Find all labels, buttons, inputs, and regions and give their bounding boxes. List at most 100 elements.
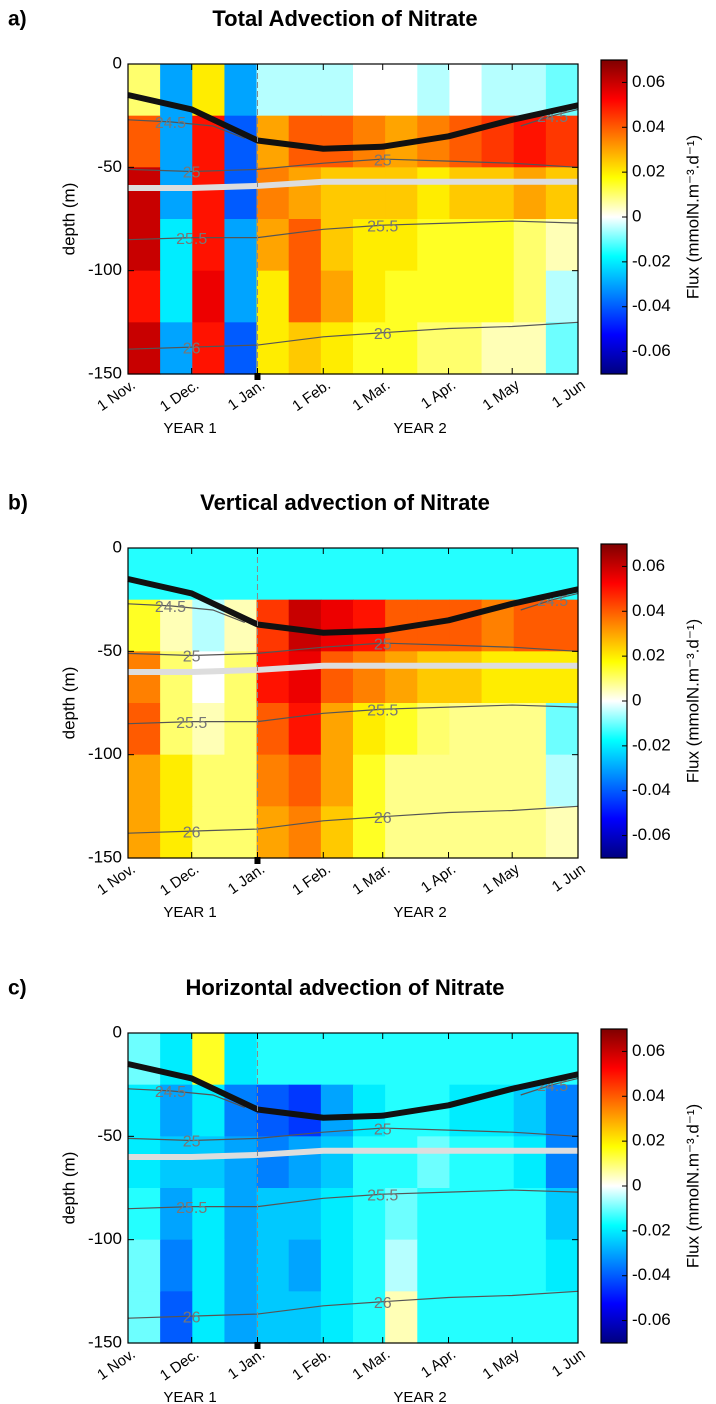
contour-label: 25 xyxy=(183,1134,201,1151)
flux-cell xyxy=(481,806,515,859)
flux-cell xyxy=(353,548,386,601)
flux-cell xyxy=(320,322,354,375)
flux-cell xyxy=(256,1239,290,1292)
flux-cell xyxy=(417,548,451,601)
colorbar-tick-label: -0.02 xyxy=(632,735,671,754)
flux-cell xyxy=(513,703,547,756)
layer-depth-line xyxy=(128,662,578,675)
flux-cell xyxy=(417,703,451,756)
colorbar-tick-label: 0.06 xyxy=(632,1041,665,1060)
flux-cell xyxy=(256,270,290,323)
flux-cell xyxy=(320,219,354,272)
flux-cell xyxy=(417,806,451,859)
flux-cell xyxy=(192,64,226,117)
flux-cell xyxy=(128,1033,161,1086)
flux-cell xyxy=(128,1188,161,1241)
flux-cell xyxy=(353,754,386,807)
flux-cell xyxy=(513,651,547,704)
flux-cell xyxy=(224,1291,258,1344)
flux-cell xyxy=(256,167,290,220)
flux-cell xyxy=(224,1136,258,1189)
colorbar-label: Flux (mmolN.m⁻³.d⁻¹) xyxy=(683,135,702,299)
flux-cell xyxy=(385,167,418,220)
flux-cell xyxy=(385,651,418,704)
flux-cell xyxy=(320,167,354,220)
x-tick-label: 1 Apr. xyxy=(418,377,459,413)
flux-cell xyxy=(256,64,290,117)
flux-cell xyxy=(288,1291,322,1344)
flux-cell xyxy=(449,64,483,117)
flux-cell xyxy=(481,1188,515,1241)
flux-cell xyxy=(449,1188,483,1241)
year-label: YEAR 2 xyxy=(393,1389,446,1404)
flux-cell xyxy=(288,548,322,601)
flux-cell xyxy=(224,1239,258,1292)
flux-cell xyxy=(224,1188,258,1241)
panel-label: c) xyxy=(8,977,27,1000)
flux-cell xyxy=(224,64,258,117)
flux-cell xyxy=(385,754,418,807)
flux-cell xyxy=(224,1033,258,1086)
flux-cell xyxy=(481,219,515,272)
flux-cell xyxy=(545,703,579,756)
chart-title: Vertical advection of Nitrate xyxy=(200,490,490,515)
layer-depth-line xyxy=(127,1061,579,1121)
contour-label: 26 xyxy=(183,824,201,841)
colorbar-tick-label: 0 xyxy=(632,1175,641,1194)
flux-cell xyxy=(224,322,258,375)
flux-cell xyxy=(320,806,354,859)
flux-cell xyxy=(288,1136,322,1189)
flux-cell xyxy=(256,548,290,601)
flux-cell xyxy=(353,806,386,859)
flux-cell xyxy=(513,270,547,323)
flux-cell xyxy=(449,548,483,601)
colorbar-label: Flux (mmolN.m⁻³.d⁻¹) xyxy=(683,619,702,783)
flux-cell xyxy=(449,1136,483,1189)
contour-label: 26 xyxy=(374,326,392,343)
flux-cell xyxy=(353,322,386,375)
density-contour xyxy=(127,704,579,725)
flux-cell xyxy=(545,322,579,375)
y-axis-label: depth (m) xyxy=(59,183,78,256)
density-contour xyxy=(127,321,579,350)
flux-cell xyxy=(481,167,515,220)
year-label: YEAR 2 xyxy=(393,420,446,437)
colorbar-tick-label: 0.02 xyxy=(632,646,665,665)
flux-cell xyxy=(545,1084,579,1137)
flux-cell xyxy=(481,651,515,704)
layer-depth-line xyxy=(127,92,579,152)
contour-label: 25 xyxy=(374,1121,392,1138)
x-tick-label: 1 Mar. xyxy=(349,861,393,899)
year-divider-marker xyxy=(254,373,261,380)
flux-cell xyxy=(288,219,322,272)
flux-cell xyxy=(449,322,483,375)
flux-cell xyxy=(224,806,258,859)
flux-cell xyxy=(353,270,386,323)
flux-cell xyxy=(320,1033,354,1086)
flux-cell xyxy=(160,115,193,168)
flux-cell xyxy=(288,651,322,704)
contour-label: 25 xyxy=(374,152,392,169)
flux-cell xyxy=(513,1033,547,1086)
flux-cell xyxy=(513,1188,547,1241)
flux-cell xyxy=(513,115,547,168)
contour-label: 24.5 xyxy=(155,599,186,616)
x-tick-label: 1 Feb. xyxy=(289,377,334,415)
flux-cell xyxy=(192,1239,226,1292)
density-contour xyxy=(127,1290,579,1319)
plot-frame xyxy=(127,1032,579,1344)
flux-cell xyxy=(288,64,322,117)
plot-frame xyxy=(127,547,579,859)
flux-cell xyxy=(449,1239,483,1292)
flux-cell xyxy=(288,322,322,375)
flux-cell xyxy=(417,651,451,704)
panel-label: b) xyxy=(8,492,28,515)
flux-cell xyxy=(192,167,226,220)
colorbar-tick-label: -0.04 xyxy=(632,1265,671,1284)
flux-cell xyxy=(320,64,354,117)
flux-cell xyxy=(192,1188,226,1241)
density-contour xyxy=(520,592,579,611)
flux-cell xyxy=(353,1291,386,1344)
flux-cell xyxy=(192,548,226,601)
flux-cell xyxy=(288,1239,322,1292)
